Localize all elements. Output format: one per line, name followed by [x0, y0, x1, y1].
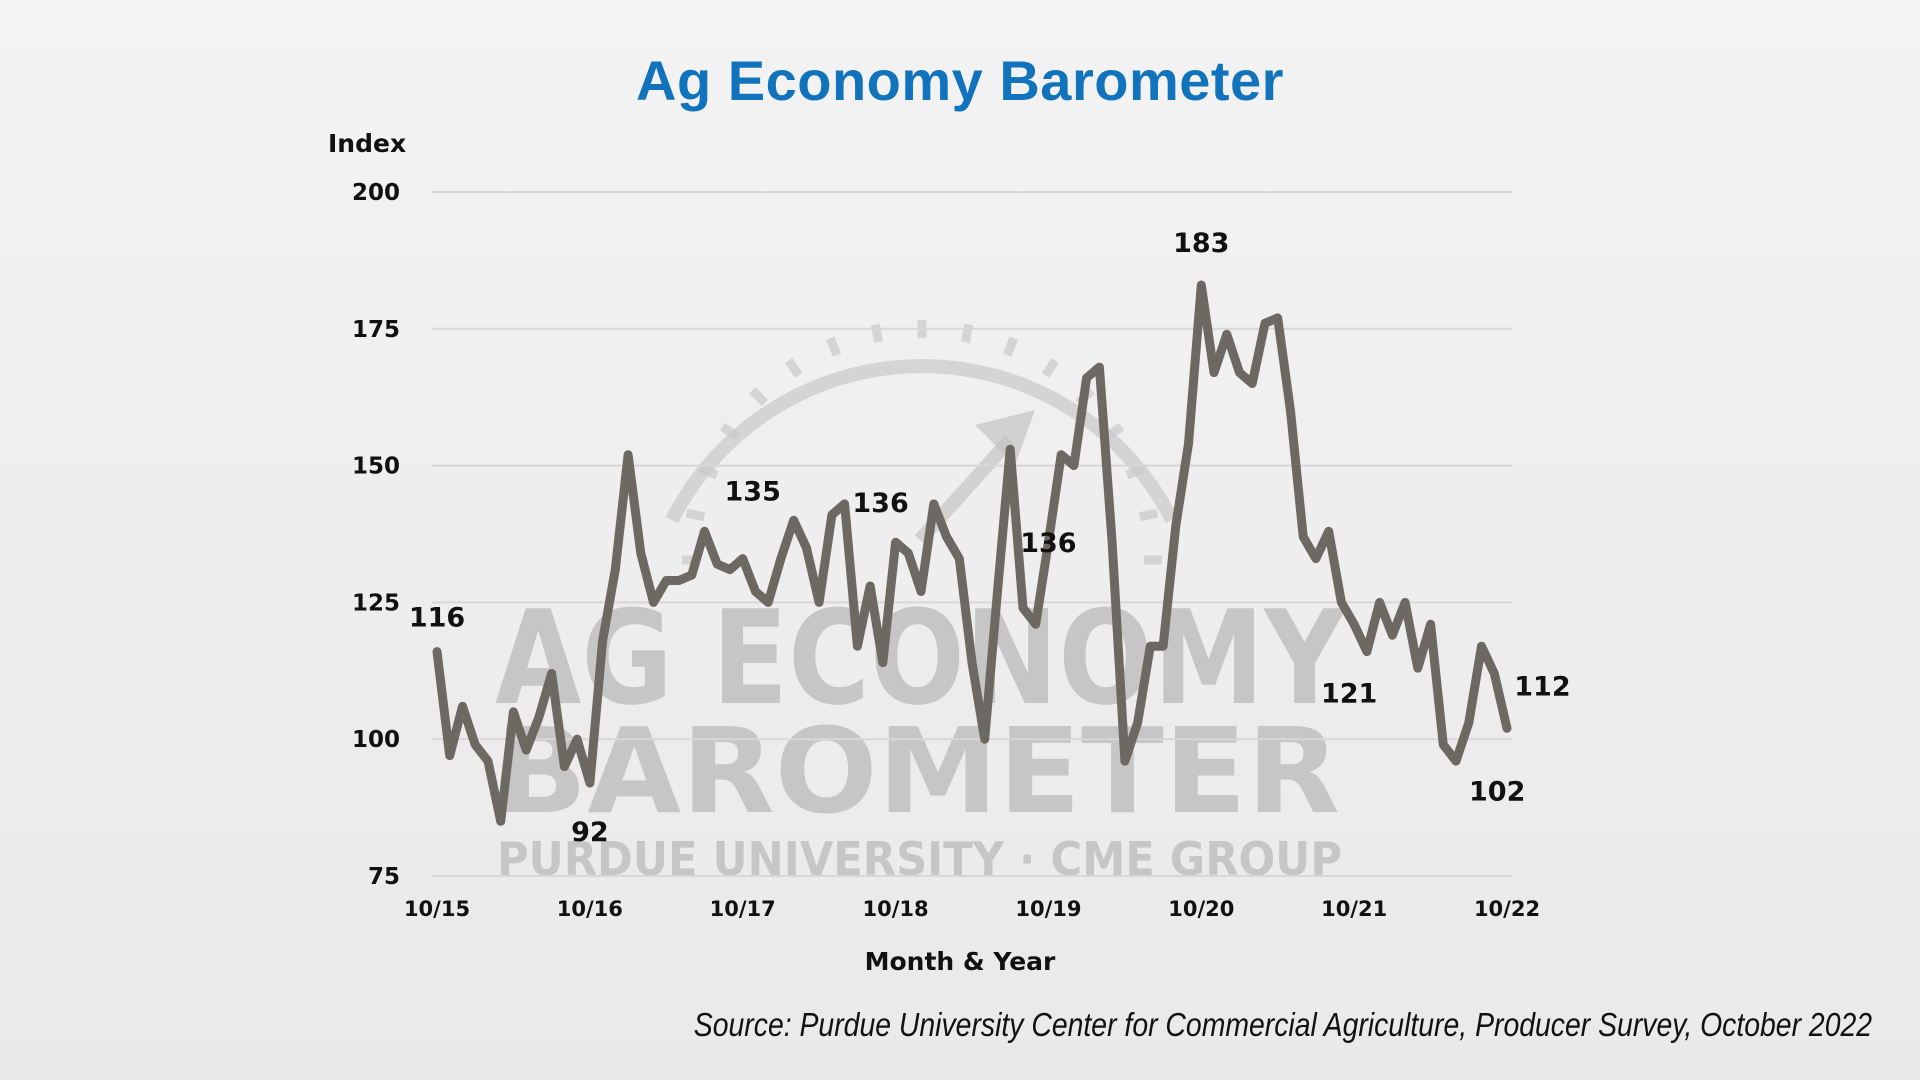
x-tick-label: 10/22 — [1474, 897, 1540, 921]
watermark-line-2: BAROMETER — [495, 702, 1340, 840]
watermark-gauge-tick — [719, 422, 740, 441]
data-label: 121 — [1321, 678, 1377, 709]
watermark-gauge-tick — [1041, 357, 1060, 378]
watermark-gauge-tick — [685, 508, 706, 522]
y-tick-label: 100 — [352, 727, 400, 753]
watermark-gauge-arc — [665, 359, 1179, 524]
x-axis-ticks: 10/15 10/16 10/17 10/18 10/19 10/20 10/21 10/22 — [404, 897, 1540, 921]
y-tick-label: 125 — [352, 590, 400, 616]
watermark-gauge-ticks — [682, 320, 1162, 565]
data-label: 116 — [409, 603, 465, 634]
data-label: 112 — [1514, 672, 1570, 703]
data-label: 183 — [1173, 228, 1229, 259]
y-tick-label: 200 — [352, 180, 400, 206]
y-tick-label: 75 — [368, 864, 400, 890]
x-tick-label: 10/15 — [404, 897, 470, 921]
watermark-gauge-tick — [749, 387, 769, 407]
watermark-gauge-tick — [698, 463, 719, 480]
series-line — [432, 280, 1512, 826]
x-tick-label: 10/17 — [710, 897, 776, 921]
watermark-gauge-tick — [960, 323, 974, 344]
x-tick-label: 10/16 — [557, 897, 623, 921]
y-axis-ticks: 75 100 125 150 175 200 — [352, 180, 400, 890]
watermark-arrow-head — [975, 410, 1035, 465]
gridlines — [432, 191, 1512, 877]
x-tick-label: 10/18 — [863, 897, 929, 921]
y-axis-title: Index — [328, 129, 406, 158]
data-label: 102 — [1469, 776, 1525, 807]
x-tick-label: 10/21 — [1321, 897, 1387, 921]
data-annotations: 116 92 135 136 136 183 121 112 102 — [409, 228, 1571, 848]
line-chart: AG ECONOMY BAROMETER PURDUE UNIVERSITY ·… — [328, 129, 1571, 976]
watermark-gauge-tick — [784, 357, 803, 378]
watermark-gauge-tick — [870, 323, 884, 344]
y-tick-label: 150 — [352, 454, 400, 480]
watermark-line-1: AG ECONOMY — [495, 582, 1347, 734]
watermark-gauge-tick — [1002, 336, 1019, 357]
watermark-gauge-tick — [1138, 508, 1159, 522]
data-label: 136 — [852, 488, 908, 519]
watermark-line-3: PURDUE UNIVERSITY · CME GROUP — [497, 832, 1342, 886]
x-tick-label: 10/20 — [1168, 897, 1234, 921]
watermark-gauge-tick — [1104, 422, 1125, 441]
watermark-gauge-tick — [1125, 463, 1146, 480]
data-label: 92 — [571, 817, 609, 848]
watermark-gauge-tick — [825, 336, 842, 357]
x-axis-title: Month & Year — [865, 947, 1056, 976]
source-note: Source: Purdue University Center for Com… — [693, 1006, 1872, 1043]
y-tick-label: 175 — [352, 317, 400, 343]
x-tick-label: 10/19 — [1015, 897, 1081, 921]
data-label: 136 — [1020, 528, 1076, 559]
page-title: Ag Economy Barometer — [636, 49, 1284, 112]
data-label: 135 — [725, 477, 781, 508]
